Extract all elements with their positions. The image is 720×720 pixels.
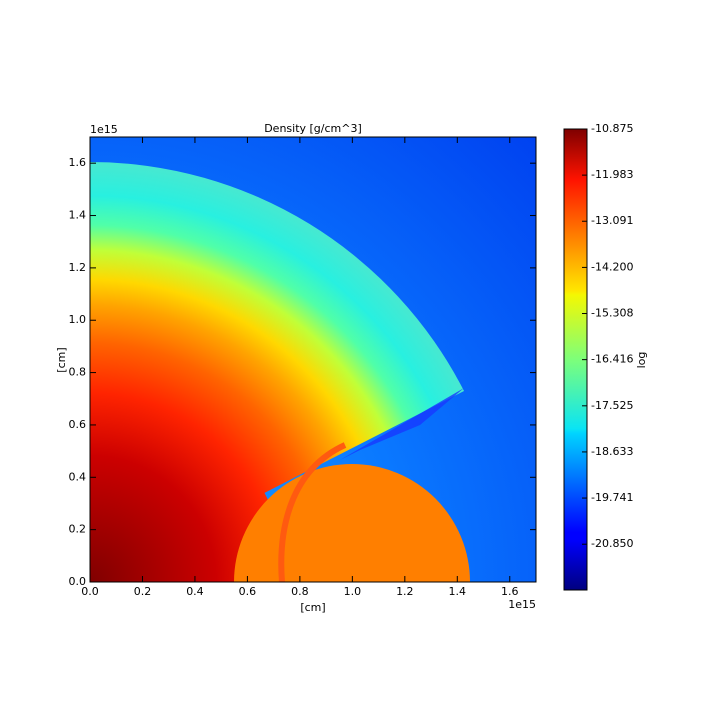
x-tick-label: 0.6 <box>239 585 257 598</box>
y-tick-label: 1.6 <box>69 156 87 169</box>
colorbar-tick-label: -10.875 <box>591 122 633 135</box>
x-tick-label: 0.0 <box>81 585 99 598</box>
x-axis-label: [cm] <box>300 601 325 614</box>
y-tick-label: 1.4 <box>69 209 87 222</box>
chart-title: Density [g/cm^3] <box>264 122 362 135</box>
colorbar-tick-label: -20.850 <box>591 537 633 550</box>
colorbar-tick-label: -15.308 <box>591 307 633 320</box>
y-offset-label: 1e15 <box>90 123 118 136</box>
contact-layer <box>278 442 347 582</box>
colorbar-tick-label: -11.983 <box>591 168 633 181</box>
x-tick-label: 1.2 <box>396 585 414 598</box>
x-tick-label: 1.6 <box>501 585 519 598</box>
y-tick-label: 0.4 <box>69 470 87 483</box>
plot-frame <box>89 136 537 583</box>
bow-shock-wake <box>340 388 464 460</box>
y-tick-label: 0.8 <box>69 366 87 379</box>
density-map <box>90 137 536 582</box>
x-offset-label: 1e15 <box>508 598 536 611</box>
y-tick-label: 1.0 <box>69 313 87 326</box>
x-tick-label: 0.2 <box>134 585 152 598</box>
x-tick-label: 0.8 <box>291 585 309 598</box>
colorbar-tick-label: -18.633 <box>591 445 633 458</box>
colorbar-tick-label: -16.416 <box>591 353 633 366</box>
y-tick-label: 0.6 <box>69 418 87 431</box>
y-axis-label: [cm] <box>55 347 68 372</box>
colorbar-tick-label: -13.091 <box>591 214 633 227</box>
y-tick-label: 1.2 <box>69 261 87 274</box>
x-tick-label: 1.4 <box>449 585 467 598</box>
x-tick-label: 1.0 <box>344 585 362 598</box>
colorbar-tick-label: -19.741 <box>591 491 633 504</box>
colorbar-tick-label: -14.200 <box>591 260 633 273</box>
colorbar-tick-label: -17.525 <box>591 399 633 412</box>
y-tick-label: 0.0 <box>69 575 87 588</box>
x-tick-label: 0.4 <box>186 585 204 598</box>
colorbar-label: log <box>635 352 648 369</box>
inner-ejecta <box>90 386 286 582</box>
y-tick-label: 0.2 <box>69 523 87 536</box>
